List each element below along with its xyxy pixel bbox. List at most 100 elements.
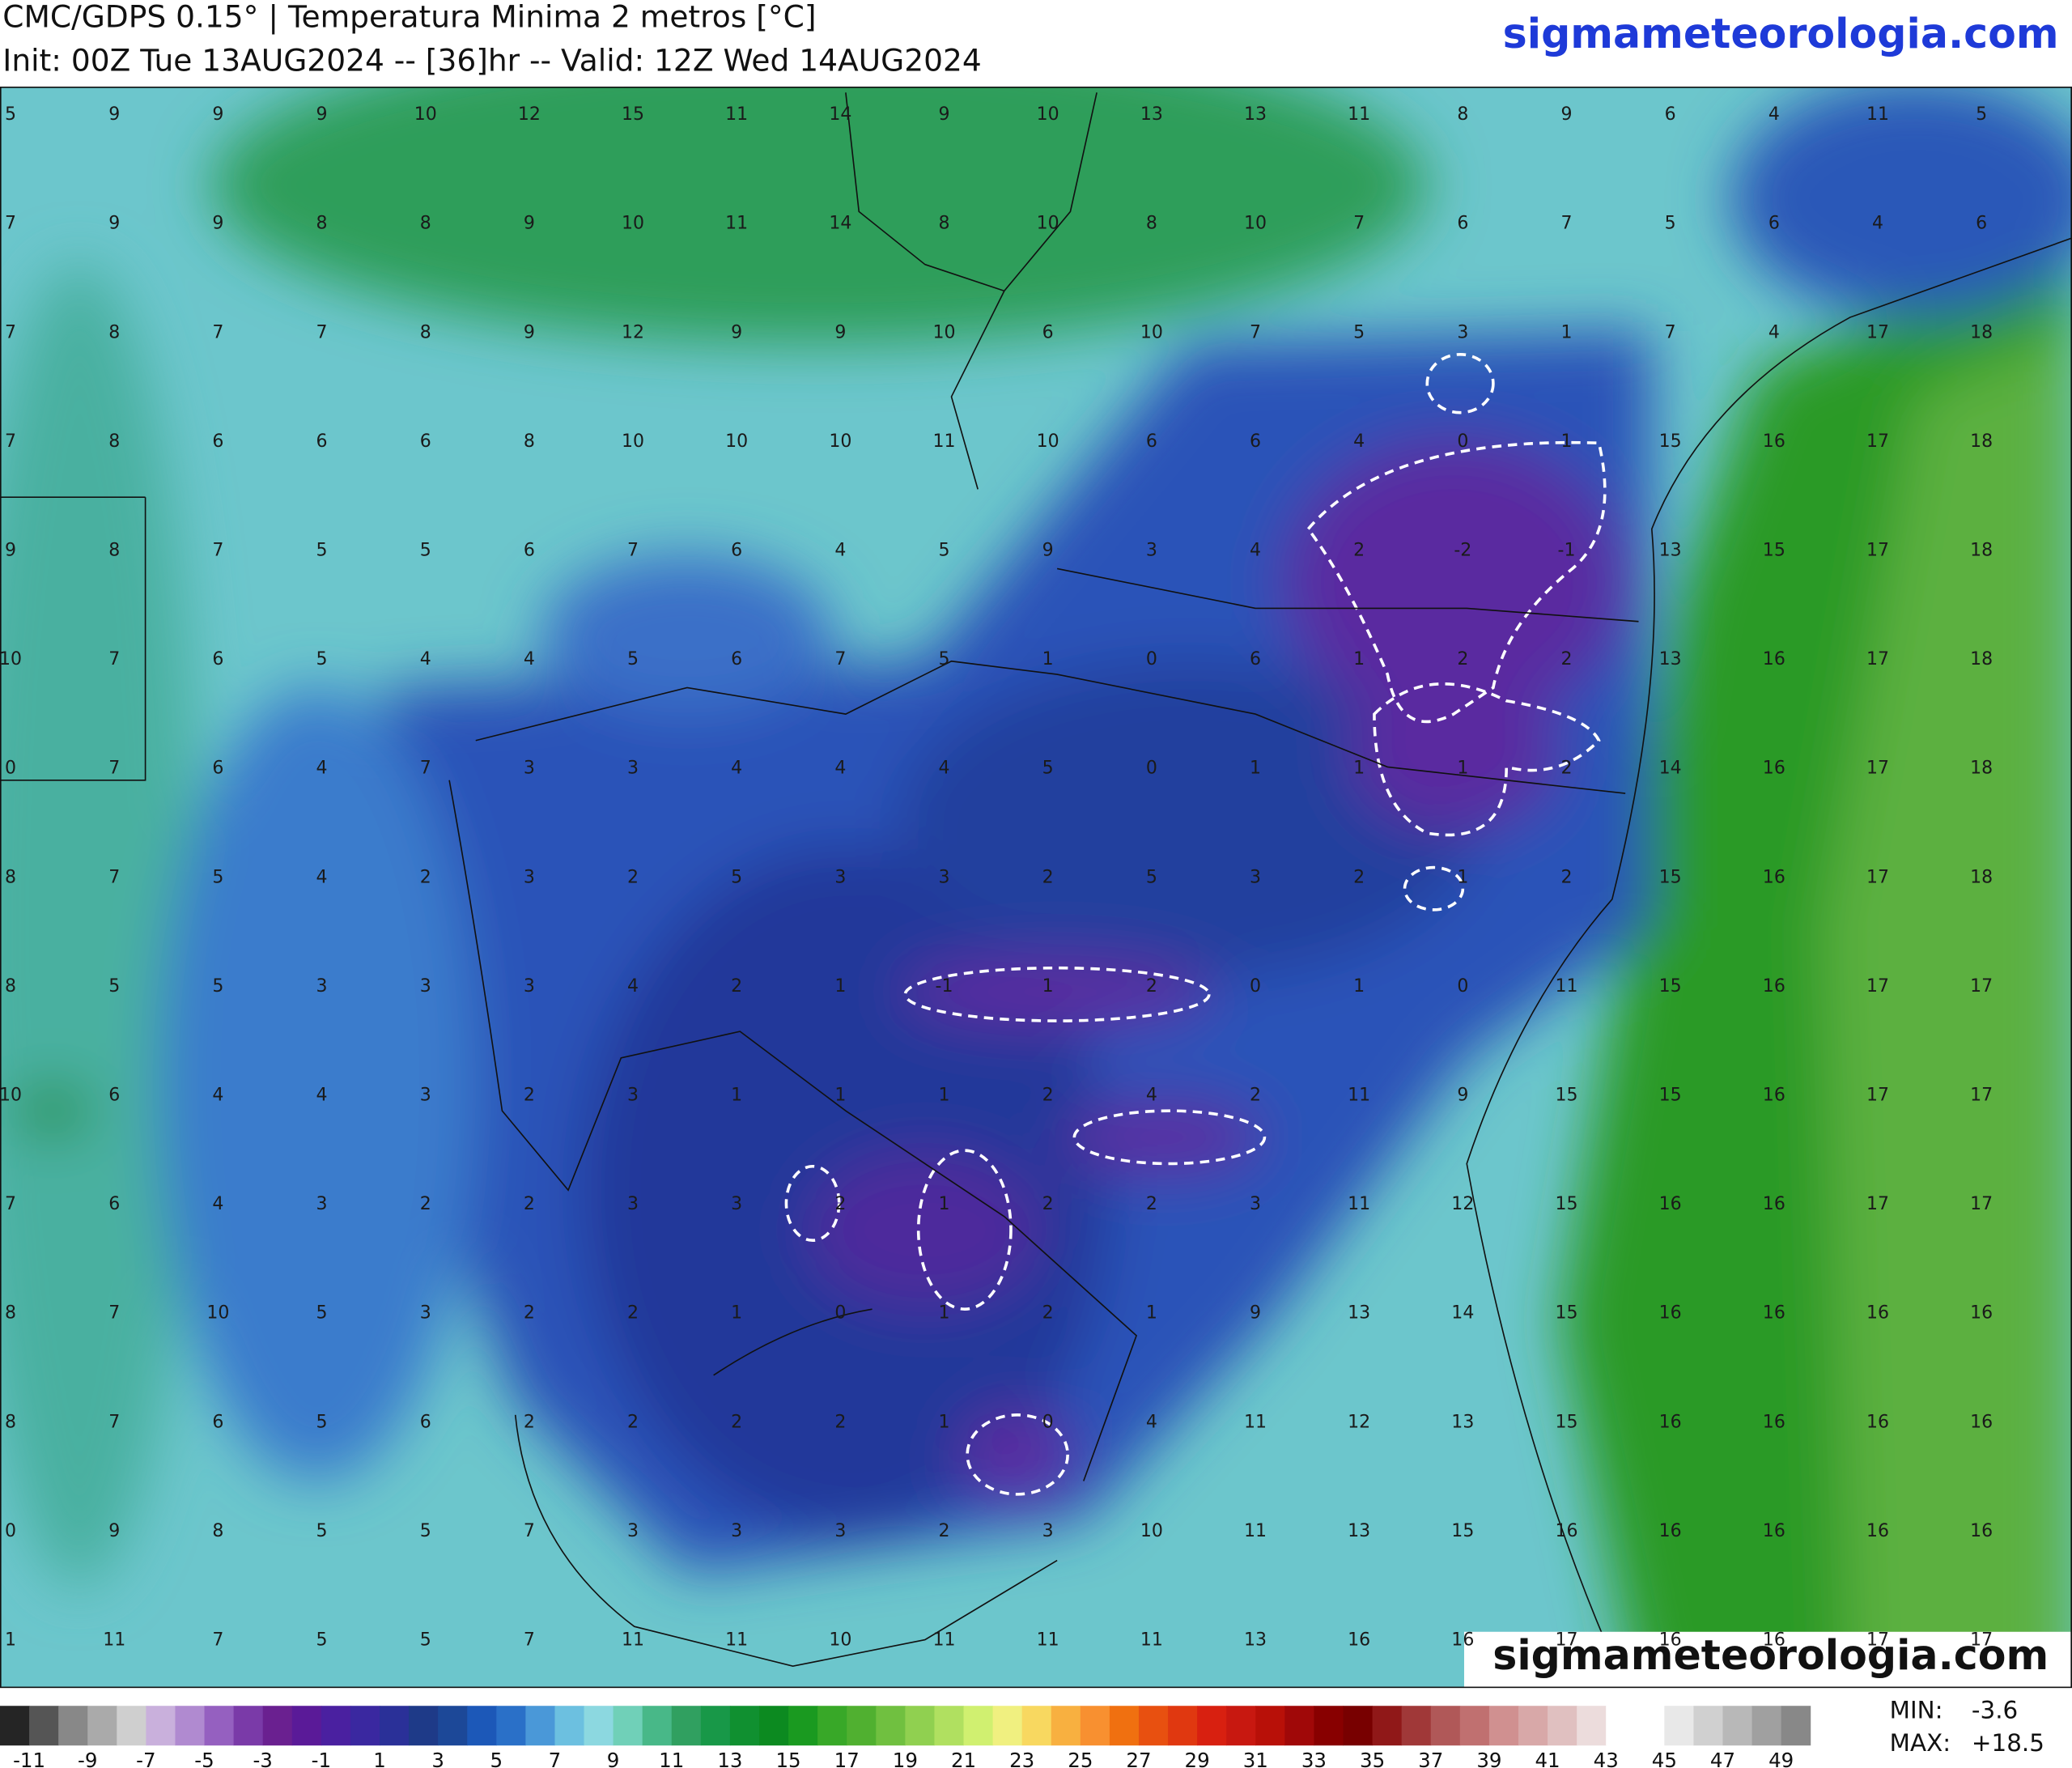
- grid-value: 6: [212, 759, 223, 779]
- grid-value: 2: [731, 1412, 742, 1432]
- map-field: [0, 87, 2072, 1688]
- grid-value: 5: [316, 1521, 328, 1541]
- grid-value: 8: [420, 214, 431, 234]
- colorbar-label: 31: [1243, 1749, 1268, 1768]
- grid-value: 3: [1250, 1194, 1261, 1214]
- grid-value: 10: [0, 1086, 22, 1106]
- colorbar-swatch: [905, 1706, 935, 1746]
- colorbar-swatch: [146, 1706, 176, 1746]
- grid-value: 10: [1037, 214, 1059, 234]
- grid-value: 9: [834, 322, 846, 342]
- grid-value: 11: [933, 431, 956, 452]
- grid-value: 9: [316, 104, 328, 125]
- grid-value: 7: [1250, 322, 1261, 342]
- grid-value: 16: [1866, 1303, 1889, 1324]
- grid-value: 1: [1353, 976, 1365, 997]
- grid-value: 1: [731, 1303, 742, 1324]
- grid-value: 0: [5, 1521, 16, 1541]
- grid-value: 2: [1250, 1086, 1261, 1106]
- grid-value: -1: [936, 976, 953, 997]
- grid-value: 2: [420, 1194, 431, 1214]
- grid-value: 2: [1353, 541, 1365, 561]
- grid-value: 16: [1763, 1412, 1785, 1432]
- grid-value: 11: [1555, 976, 1577, 997]
- grid-value: 4: [524, 649, 535, 669]
- grid-value: 3: [627, 1194, 639, 1214]
- grid-value: 7: [524, 1521, 535, 1541]
- grid-value: 16: [1970, 1412, 1993, 1432]
- grid-value: 2: [1353, 867, 1365, 887]
- grid-value: 6: [212, 649, 223, 669]
- colorbar-swatch: [1751, 1706, 1782, 1746]
- grid-value: 8: [420, 322, 431, 342]
- grid-value: 2: [1042, 1303, 1054, 1324]
- grid-value: 5: [420, 541, 431, 561]
- grid-value: 4: [1250, 541, 1261, 561]
- grid-value: 9: [1042, 541, 1054, 561]
- grid-value: 18: [1970, 759, 1993, 779]
- grid-value: 3: [420, 976, 431, 997]
- grid-value: 7: [1353, 214, 1365, 234]
- colorbar-swatch: [992, 1706, 1023, 1746]
- grid-value: 5: [108, 976, 120, 997]
- site-link: sigmameteorologia.com: [1503, 10, 2059, 57]
- colorbar-label: 15: [775, 1749, 800, 1768]
- colorbar-swatch: [409, 1706, 439, 1746]
- grid-value: 16: [1763, 976, 1785, 997]
- colorbar-swatch: [1168, 1706, 1198, 1746]
- grid-value: 16: [1970, 1521, 1993, 1541]
- grid-value: 11: [725, 214, 748, 234]
- colorbar-swatch: [1372, 1706, 1403, 1746]
- grid-value: 2: [524, 1194, 535, 1214]
- grid-value: 1: [939, 1086, 950, 1106]
- grid-value: 4: [212, 1086, 223, 1106]
- grid-value: 3: [524, 867, 535, 887]
- grid-value: 8: [5, 1303, 16, 1324]
- grid-value: 7: [316, 322, 328, 342]
- colorbar-label: 25: [1068, 1749, 1093, 1768]
- grid-value: 5: [1665, 214, 1676, 234]
- colorbar-swatch: [584, 1706, 614, 1746]
- grid-value: 8: [212, 1521, 223, 1541]
- grid-value: 4: [627, 976, 639, 997]
- grid-value: 6: [212, 431, 223, 452]
- grid-value: 5: [316, 1630, 328, 1651]
- grid-value: 18: [1970, 322, 1993, 342]
- colorbar-label: 27: [1126, 1749, 1151, 1768]
- grid-value: 8: [5, 1412, 16, 1432]
- colorbar-label: -3: [253, 1749, 272, 1768]
- max-label: MAX:: [1890, 1729, 1951, 1757]
- colorbar-swatch: [613, 1706, 643, 1746]
- colorbar-swatch: [788, 1706, 818, 1746]
- grid-value: 0: [1250, 976, 1261, 997]
- grid-value: 6: [1042, 322, 1054, 342]
- grid-value: 15: [1451, 1521, 1474, 1541]
- grid-value: 5: [316, 541, 328, 561]
- grid-value: 3: [420, 1086, 431, 1106]
- grid-value: 15: [1763, 541, 1785, 561]
- grid-value: 1: [1250, 759, 1261, 779]
- grid-value: 6: [1768, 214, 1780, 234]
- grid-value: 5: [939, 649, 950, 669]
- grid-value: 3: [316, 976, 328, 997]
- colorbar-label: 41: [1535, 1749, 1560, 1768]
- colorbar-swatch: [671, 1706, 702, 1746]
- grid-value: 16: [1970, 1303, 1993, 1324]
- grid-value: 5: [1976, 104, 1987, 125]
- grid-value: 4: [834, 541, 846, 561]
- grid-value: 17: [1866, 541, 1889, 561]
- colorbar-swatch: [1606, 1706, 1636, 1746]
- colorbar-swatch: [58, 1706, 88, 1746]
- grid-value: 7: [1560, 214, 1572, 234]
- grid-value: 0: [1146, 759, 1157, 779]
- grid-value: 10: [622, 431, 644, 452]
- colorbar-swatch: [1430, 1706, 1461, 1746]
- grid-value: 18: [1970, 649, 1993, 669]
- colorbar-swatch: [642, 1706, 673, 1746]
- colorbar-label: 29: [1185, 1749, 1210, 1768]
- grid-value: 3: [834, 1521, 846, 1541]
- grid-value: 6: [316, 431, 328, 452]
- grid-value: 7: [108, 867, 120, 887]
- grid-value: 3: [627, 1521, 639, 1541]
- grid-value: 12: [1348, 1412, 1370, 1432]
